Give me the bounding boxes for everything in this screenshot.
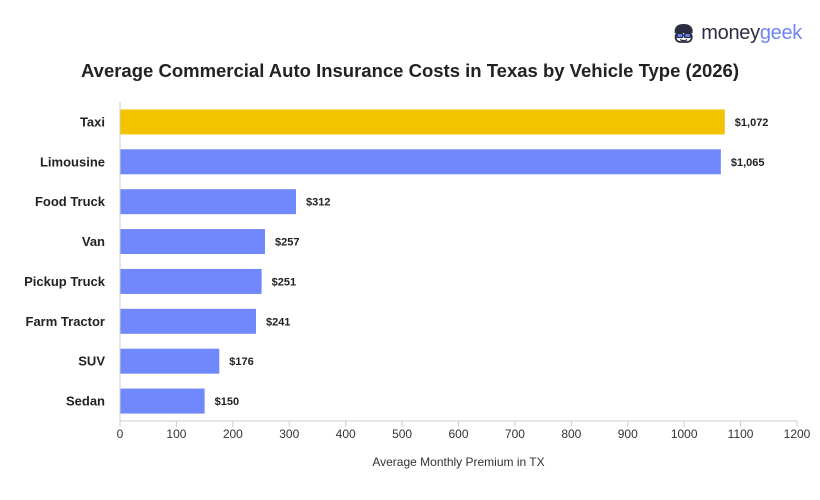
- category-label: Limousine: [40, 154, 105, 169]
- x-tick-label: 1000: [671, 427, 698, 441]
- bar-van: [120, 229, 265, 255]
- value-label: $176: [229, 356, 253, 368]
- logo-text-geek: geek: [759, 22, 802, 44]
- value-label: $1,072: [735, 117, 769, 129]
- x-tick-label: 100: [166, 427, 186, 441]
- logo-text: moneygeek: [701, 21, 802, 45]
- value-label: $150: [215, 396, 239, 408]
- logo-text-money: money: [701, 22, 760, 44]
- x-tick-label: 700: [505, 427, 525, 441]
- category-label: Farm Tractor: [26, 314, 105, 329]
- x-tick-label: 1200: [784, 427, 811, 441]
- x-tick-label: 400: [336, 427, 356, 441]
- value-label: $1,065: [731, 157, 765, 169]
- x-tick-label: 600: [448, 427, 468, 441]
- x-tick-label: 200: [223, 427, 243, 441]
- category-label: Taxi: [80, 114, 105, 129]
- chart-title: Average Commercial Auto Insurance Costs …: [80, 60, 740, 81]
- bar-taxi: [120, 109, 725, 135]
- x-tick-label: 0: [117, 427, 124, 441]
- category-label: SUV: [78, 354, 105, 369]
- moneygeek-face-icon: [674, 24, 693, 43]
- x-axis-title: Average Monthly Premium in TX: [372, 455, 544, 469]
- bar-farm-tractor: [120, 308, 256, 334]
- x-tick-label: 300: [279, 427, 299, 441]
- category-label: Sedan: [66, 394, 105, 409]
- x-tick-label: 1100: [728, 427, 754, 441]
- x-tick-label: 900: [618, 427, 638, 441]
- x-tick-label: 800: [561, 427, 581, 441]
- category-label: Food Truck: [35, 194, 106, 209]
- bar-limousine: [120, 149, 721, 175]
- x-tick-label: 500: [392, 427, 412, 441]
- value-label: $251: [272, 276, 296, 288]
- category-label: Van: [82, 234, 105, 249]
- value-label: $257: [275, 237, 299, 249]
- bar-food-truck: [120, 189, 297, 215]
- bar-pickup-truck: [120, 268, 262, 294]
- bar-sedan: [120, 388, 205, 414]
- category-label: Pickup Truck: [24, 274, 106, 289]
- moneygeek-logo: moneygeek: [672, 20, 802, 46]
- value-label: $312: [306, 197, 330, 209]
- bar-suv: [120, 348, 220, 374]
- value-label: $241: [266, 316, 290, 328]
